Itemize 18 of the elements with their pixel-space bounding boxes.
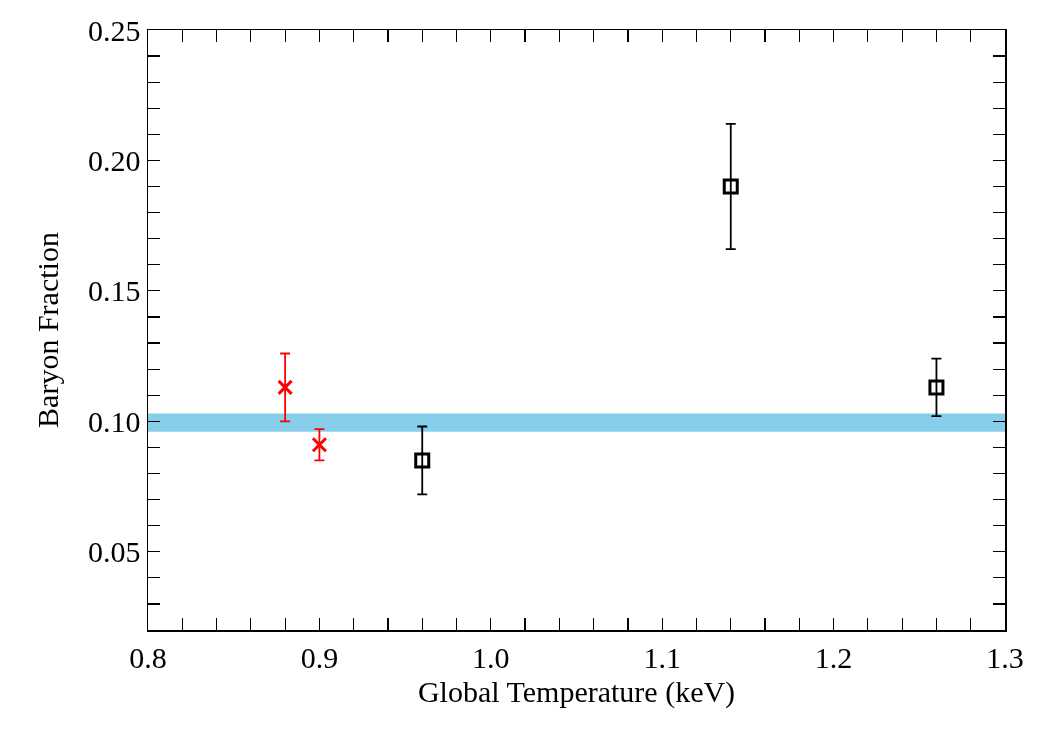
x-tick-label: 1.0 [472, 640, 510, 674]
x-axis-title: Global Temperature (keV) [417, 674, 736, 709]
x-tick-label: 1.3 [986, 640, 1024, 674]
point [277, 379, 294, 396]
point [311, 436, 328, 453]
y-tick-label: 0.15 [88, 274, 141, 308]
x-tick-label: 0.9 [300, 640, 339, 674]
point [928, 379, 945, 396]
y-tick-label: 0.05 [88, 535, 141, 569]
point [722, 178, 739, 195]
x-tick-label: 1.2 [814, 640, 853, 674]
x-tick-label: 0.8 [129, 640, 167, 674]
y-tick-label: 0.25 [88, 13, 141, 47]
point [414, 452, 431, 469]
y-tick-label: 0.20 [88, 143, 141, 177]
y-tick-label: 0.10 [88, 404, 141, 438]
y-axis-title: Baryon Fraction [31, 232, 65, 428]
x-tick-label: 1.1 [643, 640, 681, 674]
